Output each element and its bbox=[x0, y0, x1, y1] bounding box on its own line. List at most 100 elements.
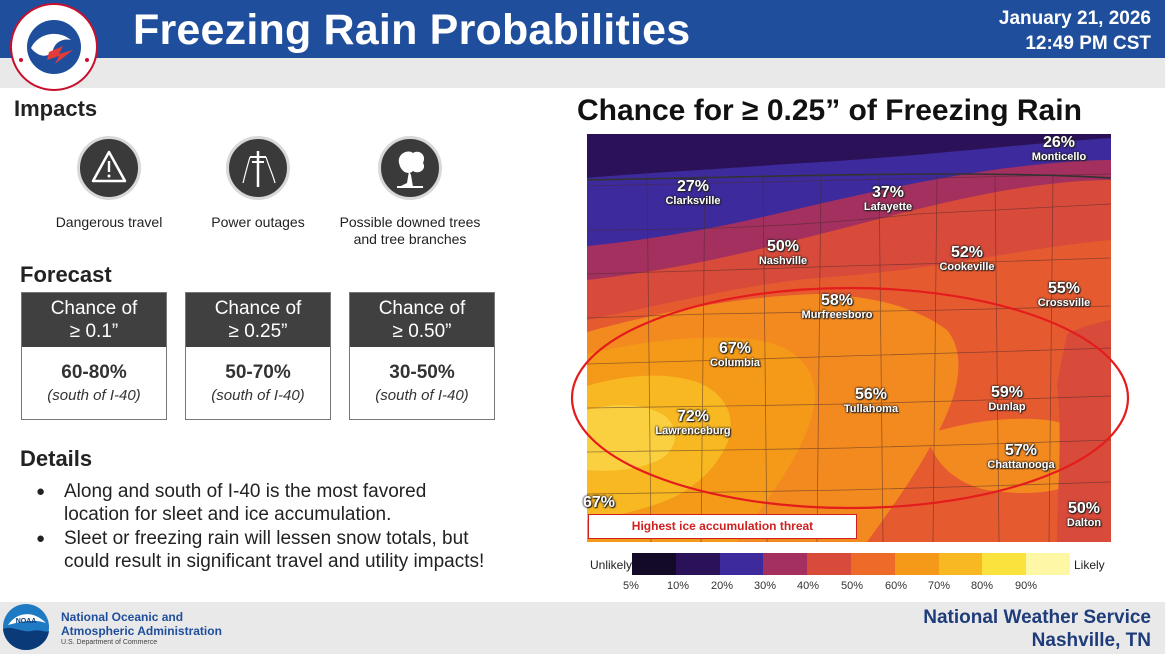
legend-swatch bbox=[894, 553, 940, 575]
city-label: 37% Lafayette bbox=[833, 184, 943, 213]
forecast-card-0.25: Chance of ≥ 0.25” 50-70% (south of I-40) bbox=[185, 292, 331, 420]
city-name: Cookeville bbox=[939, 261, 995, 273]
legend-tick-label: 10% bbox=[667, 580, 690, 592]
office-line2: Nashville, TN bbox=[1031, 630, 1151, 651]
map-band-east bbox=[1057, 320, 1111, 542]
date-text: January 21, 2026 bbox=[998, 8, 1151, 29]
city-label: 26% Monticello bbox=[1004, 134, 1114, 163]
state-line bbox=[587, 173, 1111, 181]
time-text: 12:49 PM CST bbox=[1025, 33, 1151, 54]
noaa-line2: Atmospheric Administration bbox=[61, 624, 222, 638]
card-head-line2: ≥ 0.1” bbox=[69, 321, 119, 342]
legend-likely: Likely bbox=[1074, 558, 1105, 572]
city-label: 58% Murfreesboro bbox=[782, 292, 892, 321]
noaa-name: National Oceanic and Atmospheric Adminis… bbox=[61, 610, 222, 638]
legend-tick-label: 60% bbox=[885, 580, 908, 592]
legend-tick-label: 90% bbox=[1015, 580, 1038, 592]
card-note: (south of I-40) bbox=[375, 387, 469, 404]
page-title: Freezing Rain Probabilities bbox=[133, 6, 691, 54]
card-head-line1: Chance of bbox=[378, 298, 466, 319]
noaa-dept: U.S. Department of Commerce bbox=[61, 639, 158, 646]
city-name: Nashville bbox=[758, 255, 808, 267]
forecast-card-0.50: Chance of ≥ 0.50” 30-50% (south of I-40) bbox=[349, 292, 495, 420]
city-label: 50% Dalton bbox=[1029, 500, 1139, 529]
legend-tick-label: 70% bbox=[928, 580, 951, 592]
power-pole-icon bbox=[226, 136, 290, 200]
forecast-card-header: Chance of ≥ 0.50” bbox=[350, 293, 494, 347]
city-label: 57% Chattanooga bbox=[966, 442, 1076, 471]
impact-label: Dangerous travel bbox=[55, 214, 163, 230]
city-percent: 56% bbox=[854, 386, 888, 403]
legend-swatch bbox=[675, 553, 721, 575]
city-percent: 52% bbox=[950, 244, 984, 261]
legend-swatch bbox=[1026, 553, 1071, 575]
city-name: Dalton bbox=[1066, 517, 1102, 529]
card-head-line1: Chance of bbox=[50, 298, 138, 319]
card-head-line1: Chance of bbox=[214, 298, 302, 319]
city-name: Dunlap bbox=[988, 401, 1026, 413]
impacts-title: Impacts bbox=[14, 96, 98, 121]
city-percent: 58% bbox=[820, 292, 854, 309]
city-percent: 27% bbox=[676, 178, 710, 195]
forecast-card-header: Chance of ≥ 0.25” bbox=[186, 293, 330, 347]
legend-tick-label: 80% bbox=[971, 580, 994, 592]
forecast-title: Forecast bbox=[20, 262, 112, 287]
city-percent: 59% bbox=[990, 384, 1024, 401]
card-value: 30-50% bbox=[389, 362, 455, 383]
probability-map: 26% Monticello 27% Clarksville 37% Lafayette 5… bbox=[570, 134, 1130, 542]
office-line1: National Weather Service bbox=[923, 607, 1151, 628]
city-label: 72% Lawrenceburg bbox=[638, 408, 748, 437]
map-title: Chance for ≥ 0.25” of Freezing Rain bbox=[577, 94, 1082, 127]
card-value: 50-70% bbox=[225, 362, 291, 383]
city-name: Lawrenceburg bbox=[655, 425, 731, 437]
map-band-20 bbox=[587, 134, 1111, 178]
city-percent: 72% bbox=[676, 408, 710, 425]
legend-swatch bbox=[982, 553, 1027, 575]
legend-unlikely: Unlikely bbox=[590, 558, 633, 572]
impact-label: Possible downed trees and tree branches bbox=[339, 214, 481, 247]
legend-swatch bbox=[851, 553, 896, 575]
city-name: Monticello bbox=[1031, 151, 1087, 163]
city-percent: 50% bbox=[766, 238, 800, 255]
city-name: Columbia bbox=[709, 357, 761, 369]
card-value: 60-80% bbox=[61, 362, 127, 383]
city-label: 59% Dunlap bbox=[952, 384, 1062, 413]
city-name: Murfreesboro bbox=[801, 309, 873, 321]
city-name: Crossville bbox=[1037, 297, 1091, 309]
county-lines bbox=[587, 173, 1111, 542]
legend-colorbar bbox=[632, 553, 1071, 575]
threat-label: Highest ice accumulation threat bbox=[588, 514, 857, 539]
city-percent: 67% bbox=[583, 494, 616, 511]
noaa-logo-text: NOAA bbox=[16, 618, 37, 625]
legend-tick-label: 5% bbox=[623, 580, 639, 592]
header-bar bbox=[0, 0, 1165, 58]
forecast-card-header: Chance of ≥ 0.1” bbox=[22, 293, 166, 347]
impact-label: Power outages bbox=[211, 214, 305, 230]
impact-downed-trees: Possible downed trees and tree branches bbox=[335, 136, 485, 248]
legend-swatch bbox=[632, 553, 677, 575]
details-list: Along and south of I-40 is the most favo… bbox=[36, 480, 496, 574]
city-name: Clarksville bbox=[665, 195, 721, 207]
details-bullet: Sleet or freezing rain will lessen snow … bbox=[36, 527, 496, 573]
details-title: Details bbox=[20, 446, 93, 471]
legend-swatch bbox=[763, 553, 808, 575]
city-label: 55% Crossville bbox=[1009, 280, 1119, 309]
forecast-card-0.1: Chance of ≥ 0.1” 60-80% (south of I-40) bbox=[21, 292, 167, 420]
legend-swatch bbox=[807, 553, 852, 575]
footer-bar bbox=[0, 602, 1165, 654]
impact-power-outages: Power outages bbox=[183, 136, 333, 231]
city-percent: 26% bbox=[1042, 134, 1076, 151]
city-label: 67% bbox=[583, 494, 693, 511]
city-percent: 67% bbox=[718, 340, 752, 357]
card-head-line2: ≥ 0.25” bbox=[228, 321, 288, 342]
city-label: 27% Clarksville bbox=[638, 178, 748, 207]
noaa-line1: National Oceanic and bbox=[61, 610, 184, 624]
map-band-85 bbox=[587, 405, 676, 471]
city-percent: 57% bbox=[1004, 442, 1038, 459]
city-label: 52% Cookeville bbox=[912, 244, 1022, 273]
card-note: (south of I-40) bbox=[211, 387, 305, 404]
legend-tick-label: 20% bbox=[711, 580, 734, 592]
card-head-line2: ≥ 0.50” bbox=[392, 321, 452, 342]
city-percent: 37% bbox=[871, 184, 905, 201]
nws-office: National Weather Service Nashville, TN bbox=[923, 606, 1151, 652]
